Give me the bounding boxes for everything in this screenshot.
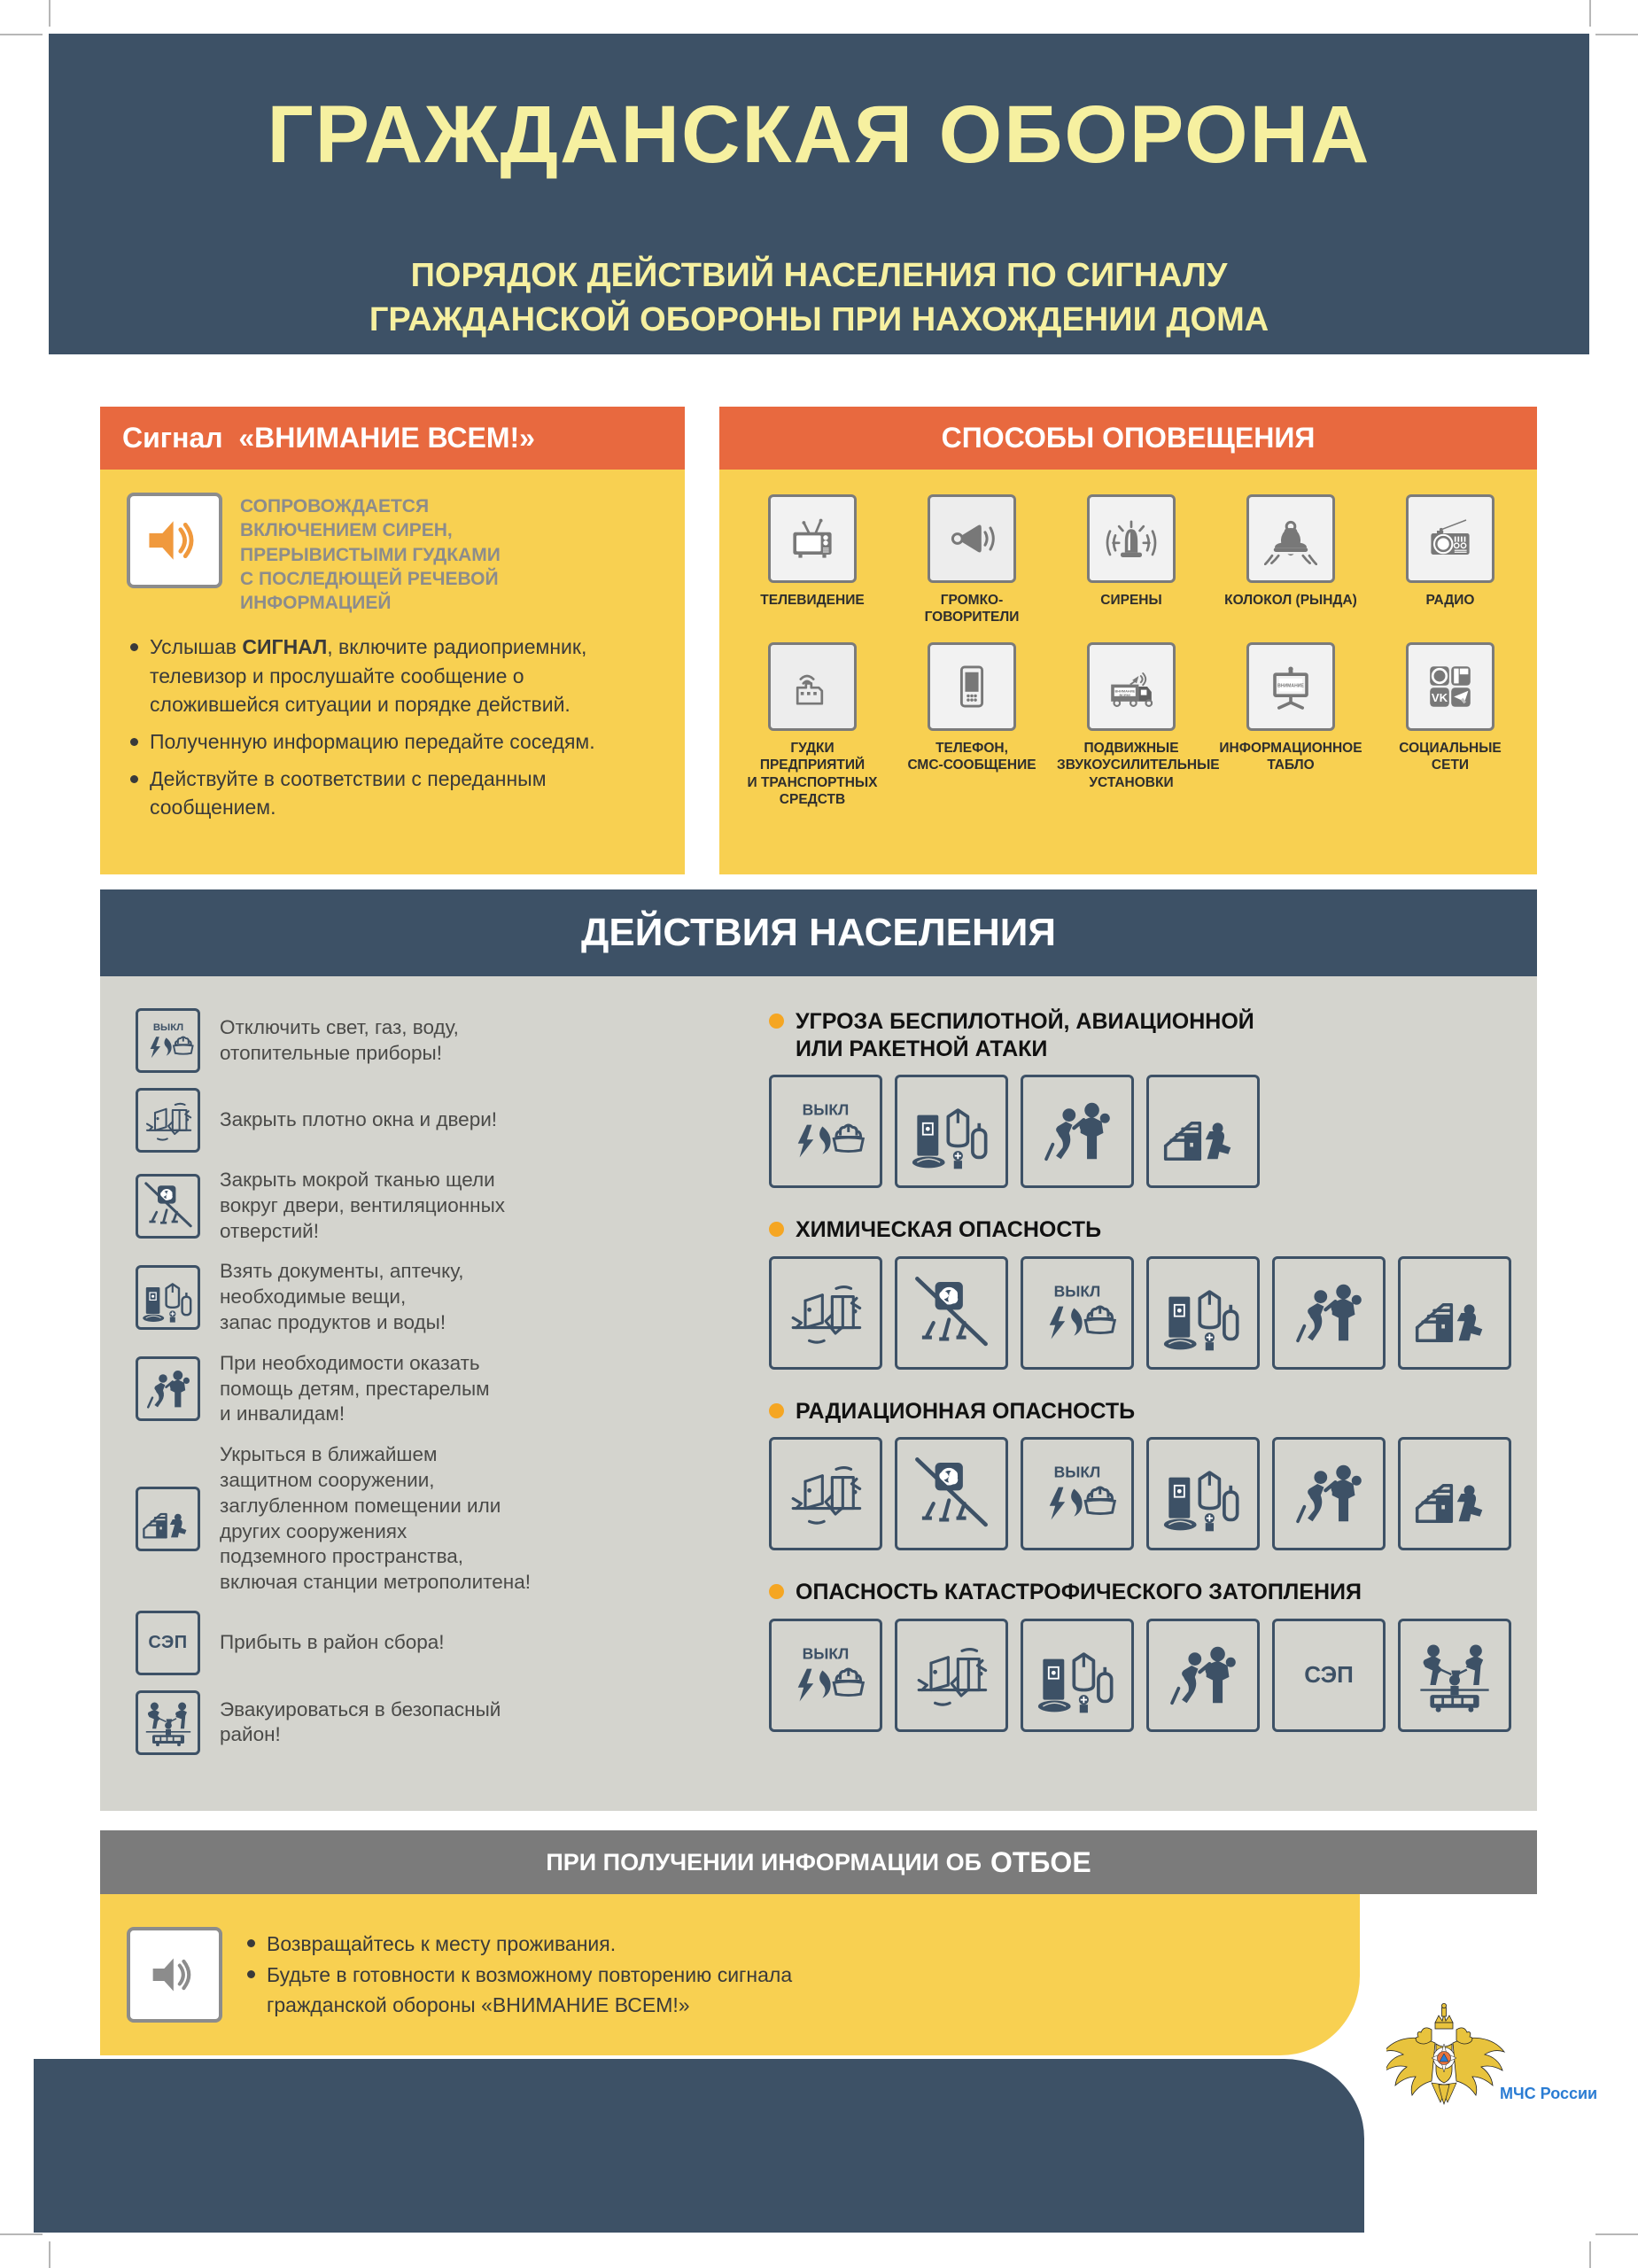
svg-text:ВЫКЛ: ВЫКЛ — [1054, 1464, 1101, 1481]
svg-text:ВЫКЛ: ВЫКЛ — [803, 1101, 850, 1119]
svg-text:ВЫКЛ: ВЫКЛ — [152, 1022, 182, 1033]
svg-text:ВЫКЛ: ВЫКЛ — [1054, 1282, 1101, 1300]
svg-text:ВНИМАНИЕ: ВНИМАНИЕ — [1277, 683, 1304, 688]
svg-text:ВСЕМ!: ВСЕМ! — [1119, 693, 1130, 697]
svg-text:VK: VK — [1432, 691, 1448, 704]
svg-text:ВЫКЛ: ВЫКЛ — [803, 1644, 850, 1662]
